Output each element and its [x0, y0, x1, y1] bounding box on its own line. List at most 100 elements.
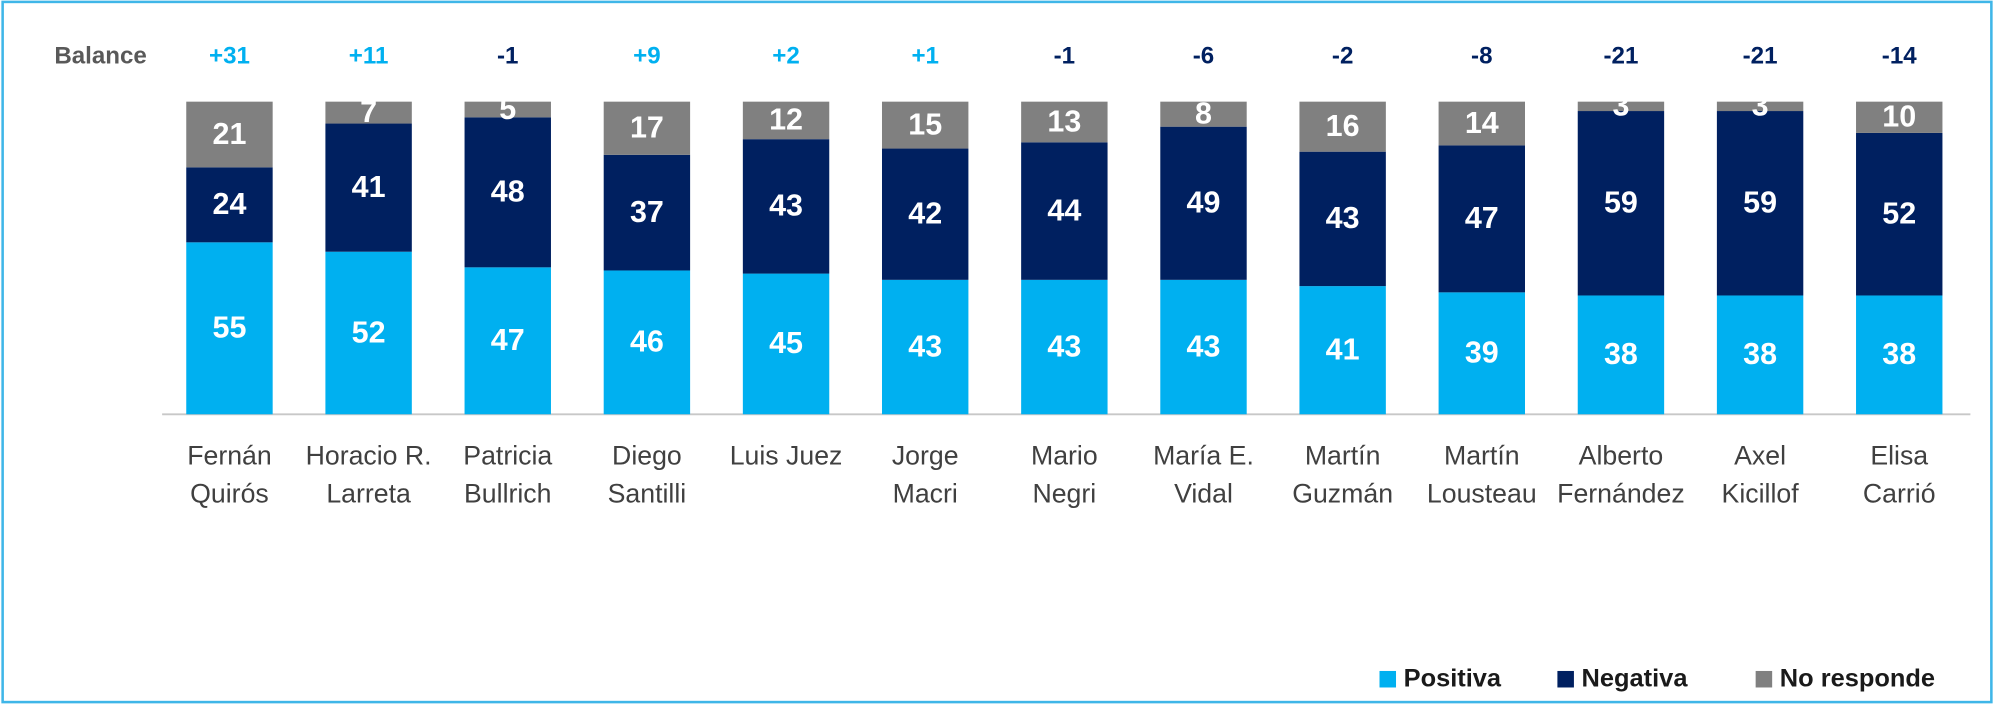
- balance-label: -8: [1471, 43, 1492, 70]
- bar-segment: [1160, 279, 1247, 415]
- bar-segment: [742, 101, 830, 140]
- data-label: 52: [352, 315, 386, 349]
- x-tick-label: Luis Juez: [730, 441, 843, 471]
- x-tick-label: Jorge: [892, 441, 959, 471]
- data-label: 47: [491, 323, 525, 357]
- data-label: 16: [1326, 109, 1360, 143]
- data-label: 14: [1465, 106, 1499, 140]
- data-label: 38: [1604, 337, 1638, 371]
- balance-title: Balance: [54, 43, 147, 70]
- data-label: 44: [1047, 193, 1081, 227]
- legend-swatch: [1755, 670, 1773, 688]
- x-tick-label: Guzmán: [1292, 479, 1393, 509]
- bar-segment: [1716, 101, 1804, 112]
- bar-segment: [742, 139, 830, 274]
- data-label: 10: [1882, 100, 1916, 134]
- x-tick-label: Diego: [612, 441, 682, 471]
- bar-segment: [1856, 295, 1943, 415]
- bar-segment: [603, 154, 691, 271]
- data-label: 12: [769, 103, 803, 137]
- x-tick-label: Quirós: [190, 479, 269, 509]
- bar-segment: [186, 167, 273, 243]
- x-tick-label: Fernán: [187, 441, 272, 471]
- x-tick-label: Kicillof: [1722, 479, 1800, 509]
- bar-segment: [603, 270, 691, 415]
- data-label: 59: [1604, 186, 1638, 220]
- balance-label: +31: [209, 43, 250, 70]
- data-label: 38: [1743, 337, 1777, 371]
- data-label: 41: [352, 170, 386, 204]
- data-label: 55: [213, 311, 247, 345]
- data-label: 47: [1465, 201, 1499, 235]
- data-label: 39: [1465, 336, 1499, 370]
- data-label: 3: [1612, 89, 1629, 123]
- legend-swatch: [1557, 670, 1574, 688]
- legend-label: No responde: [1780, 665, 1935, 693]
- bar-segment: [325, 251, 412, 415]
- x-tick-label: Macri: [893, 479, 958, 509]
- x-tick-label: Mario: [1031, 441, 1098, 471]
- data-label: 52: [1882, 197, 1916, 231]
- bar-segment: [1438, 292, 1525, 415]
- bar-segment: [1299, 151, 1386, 287]
- bar-segment: [742, 273, 830, 415]
- x-tick-label: Lousteau: [1427, 479, 1537, 509]
- data-label: 49: [1187, 186, 1221, 220]
- data-label: 59: [1743, 186, 1777, 220]
- x-tick-label: Larreta: [326, 479, 411, 509]
- bar-segment: [1856, 101, 1943, 133]
- bar-segment: [1021, 279, 1108, 415]
- data-label: 17: [630, 111, 664, 145]
- data-label: 43: [769, 189, 803, 223]
- bar-segment: [1160, 101, 1247, 127]
- data-label: 37: [630, 195, 664, 229]
- balance-label: +11: [349, 43, 389, 70]
- bar-segment: [1021, 101, 1108, 143]
- bar-segment: [325, 101, 412, 124]
- bar-segment: [1856, 132, 1943, 296]
- data-label: 5: [499, 92, 516, 126]
- data-label: 7: [360, 95, 377, 129]
- x-tick-label: Horacio R.: [306, 441, 432, 471]
- balance-label: -2: [1332, 43, 1353, 70]
- bar-segment: [1577, 295, 1665, 415]
- x-tick-label: Santilli: [608, 479, 687, 509]
- x-tick-label: Alberto: [1579, 441, 1664, 471]
- x-tick-label: Martín: [1305, 441, 1381, 471]
- data-label: 24: [213, 187, 247, 221]
- data-label: 38: [1882, 337, 1916, 371]
- data-label: 3: [1752, 89, 1769, 123]
- bar-segment: [186, 242, 273, 415]
- balance-label: +1: [911, 43, 939, 70]
- bar-segment: [464, 267, 551, 415]
- data-label: 21: [213, 117, 247, 151]
- bar-segment: [1438, 101, 1525, 146]
- bar-segment: [1021, 142, 1108, 280]
- legend-label: Positiva: [1404, 665, 1502, 693]
- bar-segment: [1299, 286, 1386, 415]
- bar-segment: [1438, 145, 1525, 293]
- x-tick-label: María E.: [1153, 441, 1254, 471]
- x-tick-label: Elisa: [1870, 441, 1928, 471]
- x-tick-label: Patricia: [463, 441, 552, 471]
- balance-label: -1: [497, 43, 518, 70]
- bar-segment: [1577, 101, 1665, 112]
- bar-segment: [1716, 111, 1804, 296]
- data-label: 45: [769, 326, 803, 360]
- bar-segment: [881, 279, 969, 415]
- balance-label: -14: [1882, 43, 1917, 70]
- data-label: 46: [630, 325, 664, 359]
- data-label: 42: [908, 197, 942, 231]
- bar-segment: [1716, 295, 1804, 415]
- x-tick-label: Axel: [1734, 441, 1786, 471]
- x-tick-label: Fernández: [1557, 479, 1685, 509]
- x-tick-label: Negri: [1032, 479, 1096, 509]
- bar-segment: [881, 101, 969, 149]
- bar-segment: [1160, 126, 1247, 280]
- data-label: 43: [1326, 201, 1360, 235]
- data-label: 43: [1187, 329, 1221, 363]
- balance-label: +2: [772, 43, 800, 70]
- data-label: 48: [491, 175, 525, 209]
